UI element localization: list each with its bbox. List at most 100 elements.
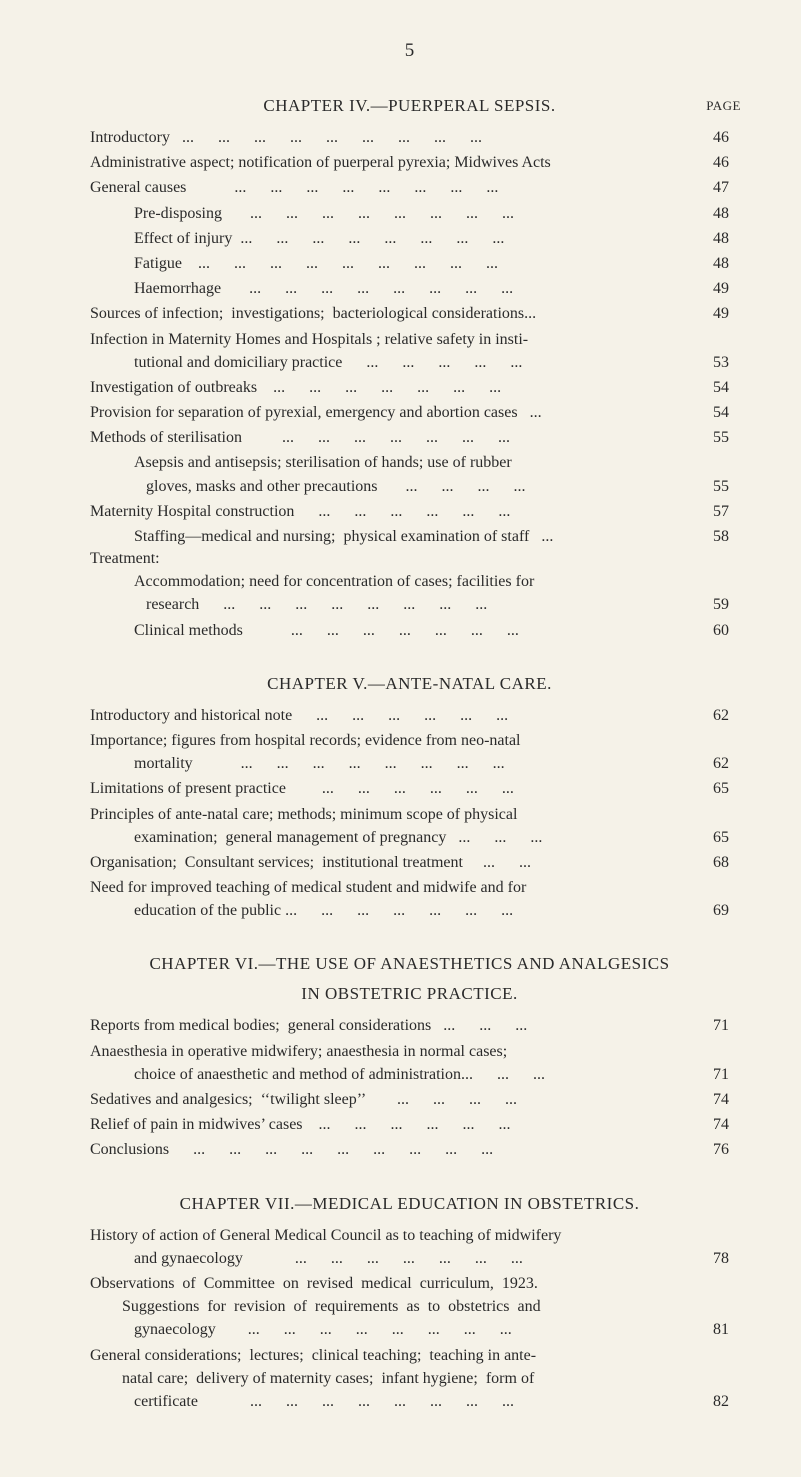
toc-entry: Introductory and historical note ... ...… bbox=[90, 704, 729, 727]
toc-page-number: 46 bbox=[695, 151, 729, 174]
toc-page-number: 62 bbox=[695, 704, 729, 727]
toc-entry-label: Staffing—medical and nursing; physical e… bbox=[134, 525, 553, 548]
spacer bbox=[90, 1417, 729, 1427]
toc-page-number: 82 bbox=[695, 1390, 729, 1413]
toc-page-number: 57 bbox=[695, 500, 729, 523]
toc-page-number: 48 bbox=[695, 227, 729, 250]
toc-page-number: 53 bbox=[695, 351, 729, 374]
toc-entry-line: History of action of General Medical Cou… bbox=[90, 1224, 729, 1247]
toc-entry: Organisation; Consultant services; insti… bbox=[90, 851, 729, 874]
toc-entry: Sedatives and analgesics; ‘‘twilight sle… bbox=[90, 1088, 729, 1111]
toc-entry-line: gloves, masks and other precautions ... … bbox=[134, 475, 526, 498]
toc-page-number: 55 bbox=[695, 426, 729, 449]
toc-entry-line: examination; general management of pregn… bbox=[134, 826, 542, 849]
toc-entry-label: Sedatives and analgesics; ‘‘twilight sle… bbox=[90, 1088, 517, 1111]
toc-entry: Conclusions ... ... ... ... ... ... ... … bbox=[90, 1138, 729, 1161]
toc-entry-line: Accommodation; need for concentration of… bbox=[90, 570, 729, 593]
toc-entry-label: Limitations of present practice ... ... … bbox=[90, 777, 514, 800]
toc-page-number: 65 bbox=[695, 826, 729, 849]
spacer bbox=[90, 646, 729, 656]
chapter-block: History of action of General Medical Cou… bbox=[90, 1224, 729, 1414]
toc-entry-line: certificate ... ... ... ... ... ... ... … bbox=[134, 1390, 514, 1413]
spacer bbox=[90, 926, 729, 936]
toc-entry: Importance; figures from hospital record… bbox=[90, 729, 729, 775]
toc-entry: General considerations; lectures; clinic… bbox=[90, 1344, 729, 1414]
toc-page-number: 76 bbox=[695, 1138, 729, 1161]
chapter-block: Reports from medical bodies; general con… bbox=[90, 1014, 729, 1161]
toc-entry: Haemorrhage ... ... ... ... ... ... ... … bbox=[90, 277, 729, 300]
chapter-subtitle: IN OBSTETRIC PRACTICE. bbox=[90, 984, 729, 1004]
toc-page-number: 54 bbox=[695, 376, 729, 399]
toc-entry: Methods of sterilisation ... ... ... ...… bbox=[90, 426, 729, 449]
toc-entry: Provision for separation of pyrexial, em… bbox=[90, 401, 729, 424]
chapter-title: CHAPTER IV.—PUERPERAL SEPSIS. bbox=[90, 96, 729, 116]
page: 5 CHAPTER IV.—PUERPERAL SEPSIS.PAGEIntro… bbox=[0, 0, 801, 1477]
toc-entry: Infection in Maternity Homes and Hospita… bbox=[90, 328, 729, 374]
toc-entry-label: Administrative aspect; notification of p… bbox=[90, 151, 551, 174]
toc-entry: Anaesthesia in operative midwifery; anae… bbox=[90, 1040, 729, 1086]
toc-entry-label: Relief of pain in midwives’ cases ... ..… bbox=[90, 1113, 511, 1136]
toc-entry-label: Conclusions ... ... ... ... ... ... ... … bbox=[90, 1138, 493, 1161]
toc-entry: Effect of injury ... ... ... ... ... ...… bbox=[90, 227, 729, 250]
toc-page-number: 59 bbox=[695, 593, 729, 616]
toc-entry: Accommodation; need for concentration of… bbox=[90, 570, 729, 616]
page-number: 5 bbox=[90, 40, 729, 62]
chapter-block: Introductory and historical note ... ...… bbox=[90, 704, 729, 923]
toc-page-number: 74 bbox=[695, 1113, 729, 1136]
toc-page-number: 71 bbox=[695, 1014, 729, 1037]
toc-entry-label: Organisation; Consultant services; insti… bbox=[90, 851, 531, 874]
toc-page-number: 48 bbox=[695, 202, 729, 225]
toc-page-number: 58 bbox=[695, 525, 729, 548]
toc-entry-line: tutional and domiciliary practice ... ..… bbox=[134, 351, 522, 374]
toc-page-number: 74 bbox=[695, 1088, 729, 1111]
toc-page-number: 60 bbox=[695, 619, 729, 642]
toc-entry-label: Sources of infection; investigations; ba… bbox=[90, 302, 536, 325]
toc-page-number: 69 bbox=[695, 899, 729, 922]
page-column-label: PAGE bbox=[706, 98, 741, 114]
toc-root: CHAPTER IV.—PUERPERAL SEPSIS.PAGEIntrodu… bbox=[90, 96, 729, 1427]
toc-page-number: 49 bbox=[695, 302, 729, 325]
toc-page-number: 71 bbox=[695, 1063, 729, 1086]
toc-entry-line: mortality ... ... ... ... ... ... ... ..… bbox=[134, 752, 505, 775]
toc-entry: Relief of pain in midwives’ cases ... ..… bbox=[90, 1113, 729, 1136]
toc-page-number: 47 bbox=[695, 176, 729, 199]
toc-entry: Investigation of outbreaks ... ... ... .… bbox=[90, 376, 729, 399]
toc-entry-line: Asepsis and antisepsis; sterilisation of… bbox=[90, 451, 729, 474]
toc-entry-label: Fatigue ... ... ... ... ... ... ... ... … bbox=[134, 252, 498, 275]
toc-page-number: 68 bbox=[695, 851, 729, 874]
toc-entry: Introductory ... ... ... ... ... ... ...… bbox=[90, 126, 729, 149]
toc-entry-line: research ... ... ... ... ... ... ... ... bbox=[134, 593, 487, 616]
toc-entry-line: Suggestions for revision of requirements… bbox=[90, 1295, 729, 1318]
toc-entry-label: Maternity Hospital construction ... ... … bbox=[90, 500, 510, 523]
toc-entry-label: Haemorrhage ... ... ... ... ... ... ... … bbox=[134, 277, 513, 300]
toc-entry-label: General causes ... ... ... ... ... ... .… bbox=[90, 176, 498, 199]
toc-entry-label: Methods of sterilisation ... ... ... ...… bbox=[90, 426, 510, 449]
toc-entry-label: Reports from medical bodies; general con… bbox=[90, 1014, 527, 1037]
toc-entry: Staffing—medical and nursing; physical e… bbox=[90, 525, 729, 548]
chapter-title: CHAPTER V.—ANTE-NATAL CARE. bbox=[90, 674, 729, 694]
chapter-title: CHAPTER VI.—THE USE OF ANAESTHETICS AND … bbox=[90, 954, 729, 974]
toc-page-number: 55 bbox=[695, 475, 729, 498]
toc-entry-line: Principles of ante-natal care; methods; … bbox=[90, 803, 729, 826]
chapter-block: Introductory ... ... ... ... ... ... ...… bbox=[90, 126, 729, 642]
toc-section-label: Treatment: bbox=[90, 550, 729, 568]
toc-entry: History of action of General Medical Cou… bbox=[90, 1224, 729, 1270]
spacer bbox=[90, 1166, 729, 1176]
toc-entry-line: Anaesthesia in operative midwifery; anae… bbox=[90, 1040, 729, 1063]
toc-page-number: 49 bbox=[695, 277, 729, 300]
toc-entry: Principles of ante-natal care; methods; … bbox=[90, 803, 729, 849]
toc-entry-line: General considerations; lectures; clinic… bbox=[90, 1344, 729, 1367]
toc-entry: Pre-disposing ... ... ... ... ... ... ..… bbox=[90, 202, 729, 225]
toc-entry-label: Introductory and historical note ... ...… bbox=[90, 704, 508, 727]
toc-entry: Limitations of present practice ... ... … bbox=[90, 777, 729, 800]
toc-entry-line: Observations of Committee on revised med… bbox=[90, 1272, 729, 1295]
toc-entry-label: Pre-disposing ... ... ... ... ... ... ..… bbox=[134, 202, 514, 225]
toc-entry: Need for improved teaching of medical st… bbox=[90, 876, 729, 922]
toc-entry-label: Investigation of outbreaks ... ... ... .… bbox=[90, 376, 501, 399]
toc-entry-label: Provision for separation of pyrexial, em… bbox=[90, 401, 542, 424]
toc-entry: General causes ... ... ... ... ... ... .… bbox=[90, 176, 729, 199]
toc-page-number: 81 bbox=[695, 1318, 729, 1341]
toc-entry: Maternity Hospital construction ... ... … bbox=[90, 500, 729, 523]
toc-page-number: 78 bbox=[695, 1247, 729, 1270]
toc-entry-line: gynaecology ... ... ... ... ... ... ... … bbox=[134, 1318, 512, 1341]
